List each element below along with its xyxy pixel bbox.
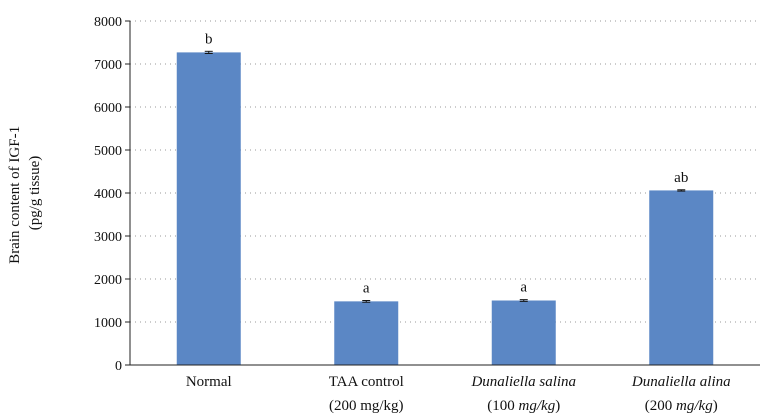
labels: 0 1000 2000 3000 4000 5000 6000 7000 8000 b Normal…	[94, 15, 731, 414]
axes	[125, 20, 760, 366]
bar	[334, 301, 399, 365]
y-tick-label: 8000	[94, 15, 122, 30]
y-tick-label: 6000	[94, 101, 122, 116]
x-tick-label: Dunaliella salina	[470, 374, 576, 390]
x-tick-label: Dunaliella alina	[631, 374, 731, 390]
y-axis-label-line2: (pg/g tissue)	[27, 156, 43, 231]
data-label: a	[520, 280, 527, 296]
x-tick-label-line2: (100 mg/kg)	[487, 398, 560, 414]
data-label: ab	[674, 170, 688, 186]
y-tick-label: 5000	[94, 144, 122, 159]
y-tick-label: 0	[115, 359, 122, 374]
x-tick-label: TAA control	[329, 374, 404, 390]
data-label: b	[205, 31, 213, 47]
data-label: a	[363, 281, 370, 297]
x-tick-label: Normal	[186, 374, 232, 390]
bar	[491, 300, 556, 365]
y-tick-label: 4000	[94, 187, 122, 202]
y-tick-label: 2000	[94, 273, 122, 288]
y-axis-label: Brain content of IGF-1 (pg/g tissue)	[7, 122, 43, 264]
y-tick-label: 7000	[94, 58, 122, 73]
bar	[176, 52, 241, 365]
bars	[176, 50, 714, 365]
x-tick-label-line2: (200 mg/kg)	[329, 398, 404, 414]
x-tick-label-line2: (200 mg/kg)	[645, 398, 718, 414]
bar	[649, 190, 714, 365]
y-axis-label-line1: Brain content of IGF-1	[7, 126, 23, 264]
y-tick-label: 3000	[94, 230, 122, 245]
y-tick-label: 1000	[94, 316, 122, 331]
